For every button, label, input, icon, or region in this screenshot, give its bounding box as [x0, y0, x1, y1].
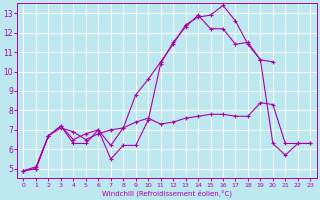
X-axis label: Windchill (Refroidissement éolien,°C): Windchill (Refroidissement éolien,°C): [102, 189, 232, 197]
